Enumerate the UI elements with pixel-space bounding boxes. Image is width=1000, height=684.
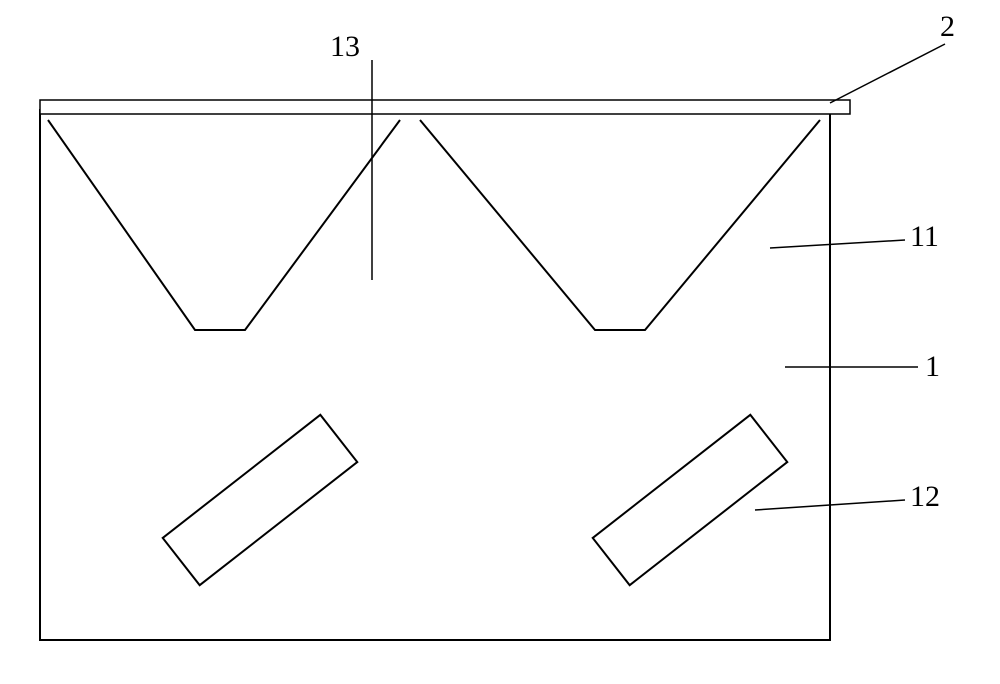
callout-label-11: 11 xyxy=(910,220,939,254)
callout-label-13: 13 xyxy=(330,30,360,64)
callout-label-1: 1 xyxy=(925,350,940,384)
callout-label-2: 2 xyxy=(940,10,955,44)
diagram-svg xyxy=(0,0,1000,684)
leader-2 xyxy=(830,44,945,103)
funnel-0 xyxy=(48,120,400,330)
slant-rect-1 xyxy=(593,415,788,585)
top-bar xyxy=(40,100,850,114)
callout-label-12: 12 xyxy=(910,480,940,514)
slant-rect-0 xyxy=(163,415,358,585)
leader-11 xyxy=(770,240,905,248)
funnel-1 xyxy=(420,120,820,330)
body-rect xyxy=(40,110,830,640)
